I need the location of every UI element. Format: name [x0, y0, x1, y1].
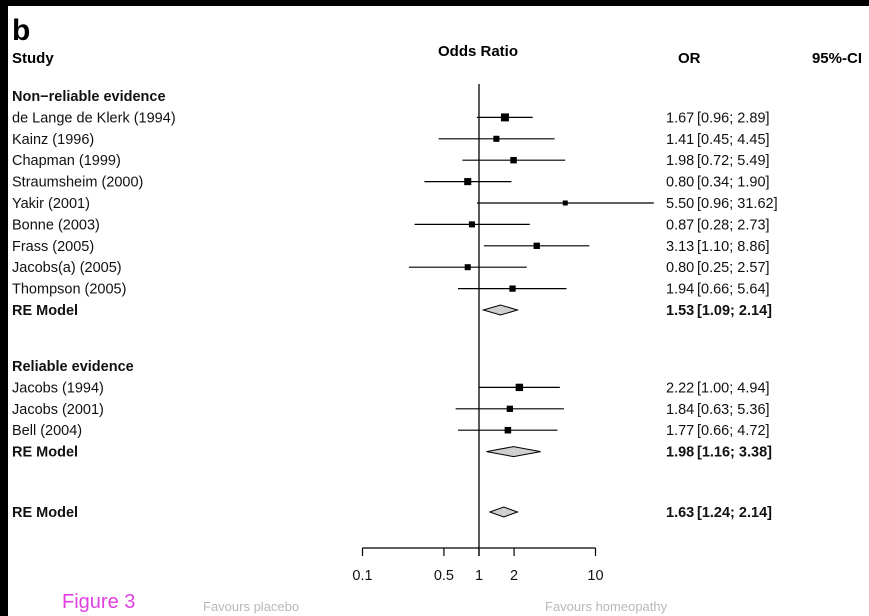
- panel-label: b: [12, 14, 30, 47]
- study-label: RE Model: [12, 445, 78, 461]
- ci-value: [0.72; 5.49]: [697, 153, 770, 169]
- ci-value: [0.34; 1.90]: [697, 175, 770, 191]
- point-estimate: [500, 113, 509, 122]
- or-value: 3.13: [666, 239, 694, 255]
- point-estimate: [493, 135, 500, 142]
- summary-diamond: [486, 446, 541, 458]
- point-estimate: [464, 178, 472, 186]
- or-value: 0.80: [666, 260, 694, 276]
- or-value: 1.98: [666, 445, 694, 461]
- or-value: 1.53: [666, 303, 694, 319]
- or-value: 1.63: [666, 505, 694, 521]
- header-ci: 95%-CI: [812, 50, 862, 67]
- study-label: Jacobs (2001): [12, 402, 104, 418]
- ci-value: [1.09; 2.14]: [697, 303, 772, 319]
- or-value: 1.94: [666, 282, 694, 298]
- or-value: 1.98: [666, 153, 694, 169]
- point-estimate: [533, 242, 540, 249]
- or-value: 2.22: [666, 380, 694, 396]
- figure-caption: Figure 3: [62, 591, 135, 613]
- summary-diamond: [488, 506, 519, 518]
- x-axis: 0.1 0.5 1 2 10: [352, 84, 604, 584]
- ci-value: [1.16; 3.38]: [697, 445, 772, 461]
- group-title: Reliable evidence: [12, 359, 134, 375]
- ci-value: [0.66; 4.72]: [697, 423, 770, 439]
- ci-value: [0.66; 5.64]: [697, 282, 770, 298]
- study-label: RE Model: [12, 505, 78, 521]
- point-estimate: [504, 426, 512, 434]
- ci-value: [0.28; 2.73]: [697, 217, 770, 233]
- header-study: Study: [12, 50, 54, 67]
- or-value: 5.50: [666, 196, 694, 212]
- study-label: Chapman (1999): [12, 153, 121, 169]
- ci-value: [1.00; 4.94]: [697, 380, 770, 396]
- top-edge-strip: [0, 0, 869, 6]
- study-label: Jacobs (1994): [12, 380, 104, 396]
- point-estimate: [562, 200, 568, 206]
- or-value: 1.67: [666, 110, 694, 126]
- ci-value: [1.24; 2.14]: [697, 505, 772, 521]
- or-value: 0.87: [666, 217, 694, 233]
- or-value: 1.41: [666, 132, 694, 148]
- or-value: 0.80: [666, 175, 694, 191]
- study-label: Thompson (2005): [12, 282, 126, 298]
- x-tick-label: 1: [475, 568, 483, 584]
- or-value: 1.77: [666, 423, 694, 439]
- study-label: Straumsheim (2000): [12, 175, 143, 191]
- favours-right-label: Favours homeopathy: [545, 599, 668, 614]
- x-tick-label: 0.1: [352, 568, 372, 584]
- header-odds-ratio: Odds Ratio: [438, 43, 518, 60]
- ci-value: [1.10; 8.86]: [697, 239, 770, 255]
- study-label: Frass (2005): [12, 239, 94, 255]
- ci-value: [0.45; 4.45]: [697, 132, 770, 148]
- study-label: de Lange de Klerk (1994): [12, 110, 176, 126]
- ci-value: [0.96; 2.89]: [697, 110, 770, 126]
- study-label: Jacobs(a) (2005): [12, 260, 122, 276]
- or-value: 1.84: [666, 402, 694, 418]
- point-estimate: [468, 221, 475, 228]
- point-estimate: [509, 285, 516, 292]
- point-estimate: [510, 156, 517, 164]
- x-tick-label: 0.5: [434, 568, 454, 584]
- point-estimate: [506, 405, 513, 412]
- study-label: RE Model: [12, 303, 78, 319]
- study-label: Bell (2004): [12, 423, 82, 439]
- forest-rows: Non−reliable evidence de Lange de Klerk (…: [12, 89, 778, 521]
- study-label: Kainz (1996): [12, 132, 94, 148]
- header-or: OR: [678, 50, 701, 67]
- summary-diamond: [481, 304, 520, 316]
- x-tick-label: 10: [587, 568, 603, 584]
- ci-value: [0.96; 31.62]: [697, 196, 778, 212]
- group-title: Non−reliable evidence: [12, 89, 166, 105]
- point-estimate: [515, 383, 524, 392]
- point-estimate: [464, 264, 471, 271]
- study-label: Yakir (2001): [12, 196, 90, 212]
- ci-value: [0.63; 5.36]: [697, 402, 770, 418]
- x-tick-label: 2: [510, 568, 518, 584]
- left-edge-bar: [0, 0, 8, 616]
- study-label: Bonne (2003): [12, 217, 100, 233]
- ci-value: [0.25; 2.57]: [697, 260, 770, 276]
- favours-left-label: Favours placebo: [203, 599, 299, 614]
